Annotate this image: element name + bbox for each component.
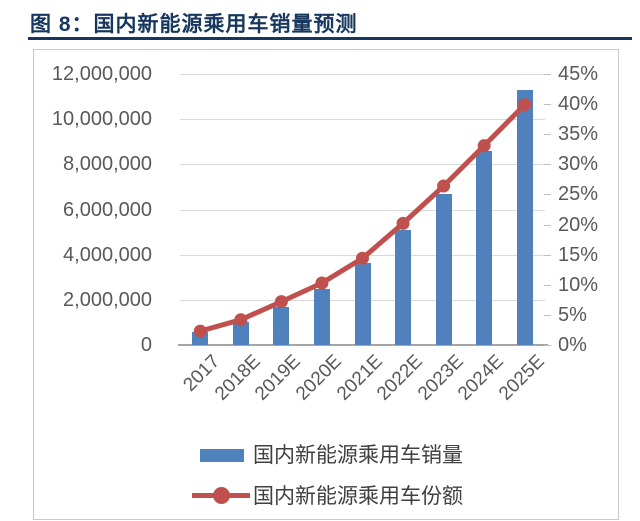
legend-share-label: 国内新能源乘用车份额 xyxy=(253,485,463,508)
share-marker-2022E xyxy=(396,216,410,230)
right-axis-tick xyxy=(544,164,551,166)
right-axis-tick-label: 30% xyxy=(558,153,599,176)
right-axis-tick-label: 10% xyxy=(558,273,599,296)
figure-title: 图 8：国内新能源乘用车销量预测 xyxy=(30,13,358,36)
sales-bar-2023E xyxy=(435,193,452,345)
right-axis-tick xyxy=(544,194,551,196)
right-axis-tick xyxy=(544,74,551,75)
gridline xyxy=(180,119,545,121)
legend-sales-label: 国内新能源乘用车销量 xyxy=(253,444,463,467)
sales-bar-2024E xyxy=(476,150,493,345)
left-axis-tick-label: 6,000,000 xyxy=(63,198,152,221)
share-marker-2024E xyxy=(477,139,491,153)
left-axis-tick-label: 10,000,000 xyxy=(51,108,152,131)
share-marker-2020E xyxy=(315,276,329,290)
share-marker-2019E xyxy=(274,295,288,309)
right-axis-tick xyxy=(544,314,551,316)
share-line-layer xyxy=(193,98,532,338)
sales-bar-2018E xyxy=(232,322,249,345)
right-axis-tick-label: 0% xyxy=(558,334,587,356)
right-axis-tick-label: 25% xyxy=(558,183,599,206)
right-axis-tick-label: 45% xyxy=(558,63,599,85)
right-axis-tick xyxy=(544,345,551,346)
legend-share-dot xyxy=(213,487,230,504)
share-marker-2025E xyxy=(518,98,532,112)
right-axis-tick xyxy=(544,104,551,106)
sales-bar-2025E xyxy=(516,89,533,345)
sales-bar-2020E xyxy=(313,288,330,345)
gridline xyxy=(180,209,545,211)
right-axis-tick-label: 35% xyxy=(558,123,599,146)
right-axis-tick xyxy=(544,284,551,286)
share-marker-2017 xyxy=(193,324,207,338)
right-axis-tick-label: 5% xyxy=(558,303,587,326)
legend-sales-swatch xyxy=(200,449,244,462)
right-axis-tick-label: 15% xyxy=(558,243,599,266)
right-axis-tick-label: 40% xyxy=(558,93,599,116)
share-line xyxy=(197,102,528,334)
sales-bar-2019E xyxy=(273,306,290,345)
sales-bar-2021E xyxy=(354,262,371,345)
share-marker-2018E xyxy=(234,313,248,327)
left-axis-tick-label: 2,000,000 xyxy=(63,288,152,311)
title-underline xyxy=(28,37,632,40)
right-axis-tick xyxy=(544,224,551,226)
gridline xyxy=(180,164,545,166)
share-marker-2023E xyxy=(437,179,451,193)
left-axis-tick-label: 12,000,000 xyxy=(51,63,152,85)
x-axis-line xyxy=(178,344,548,346)
right-axis-tick-label: 20% xyxy=(558,213,599,236)
gridline xyxy=(180,74,545,75)
share-marker-2021E xyxy=(356,251,369,265)
left-axis-tick-label: 4,000,000 xyxy=(63,243,152,266)
sales-bar-2022E xyxy=(395,229,412,345)
left-axis-tick-label: 0 xyxy=(140,334,152,356)
right-axis-tick xyxy=(544,134,551,136)
left-axis-tick-label: 8,000,000 xyxy=(63,153,152,176)
right-axis-tick xyxy=(544,254,551,256)
